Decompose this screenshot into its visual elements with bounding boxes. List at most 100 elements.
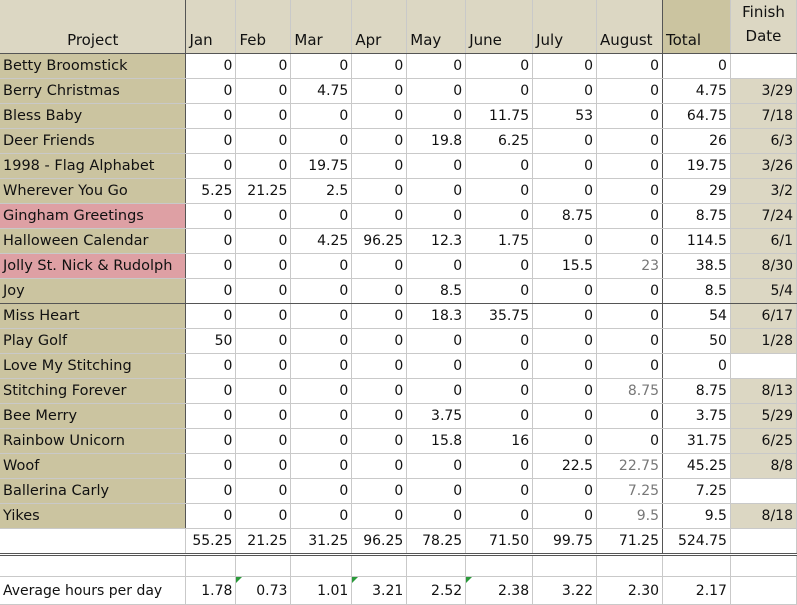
total-cell[interactable]: 0 <box>662 53 731 79</box>
total-cell[interactable]: 8.5 <box>662 278 731 304</box>
hours-cell[interactable]: 0 <box>465 53 534 79</box>
hours-cell[interactable]: 0 <box>351 278 408 304</box>
hours-cell[interactable]: 21.25 <box>235 178 292 204</box>
month-total-cell[interactable]: 55.25 <box>185 528 237 556</box>
average-cell[interactable]: 1.01 <box>290 576 353 605</box>
hours-cell[interactable]: 6.25 <box>465 128 534 154</box>
finish-date-cell[interactable]: 8/8 <box>730 453 797 479</box>
finish-date-cell[interactable]: 3/29 <box>730 78 797 104</box>
hours-cell[interactable]: 0 <box>351 403 408 429</box>
hours-cell[interactable]: 8.5 <box>406 278 467 304</box>
hours-cell[interactable]: 8.75 <box>532 203 598 229</box>
hours-cell[interactable]: 0 <box>465 378 534 404</box>
hours-cell[interactable]: 0 <box>185 403 237 429</box>
finish-date-cell[interactable]: 7/24 <box>730 203 797 229</box>
project-name[interactable]: Yikes <box>0 503 187 529</box>
hours-cell[interactable]: 0 <box>290 353 353 379</box>
hours-cell[interactable]: 8.75 <box>596 378 664 404</box>
hours-cell[interactable]: 0 <box>465 153 534 179</box>
hours-cell[interactable]: 0 <box>465 278 534 304</box>
month-total-cell[interactable]: 78.25 <box>406 528 467 556</box>
hours-cell[interactable]: 0 <box>290 328 353 354</box>
finish-date-cell[interactable]: 6/3 <box>730 128 797 154</box>
hours-cell[interactable]: 0 <box>185 278 237 304</box>
hours-cell[interactable]: 2.5 <box>290 178 353 204</box>
hours-cell[interactable]: 16 <box>465 428 534 454</box>
hours-cell[interactable]: 0 <box>235 128 292 154</box>
hours-cell[interactable]: 0 <box>406 503 467 529</box>
month-total-cell[interactable]: 96.25 <box>351 528 408 556</box>
hours-cell[interactable]: 0 <box>185 503 237 529</box>
hours-cell[interactable]: 0 <box>351 78 408 104</box>
hours-cell[interactable]: 0 <box>290 478 353 504</box>
hours-cell[interactable]: 0 <box>235 378 292 404</box>
hours-cell[interactable]: 23 <box>596 253 664 279</box>
project-name[interactable]: Rainbow Unicorn <box>0 428 187 454</box>
month-total-cell[interactable]: 99.75 <box>532 528 598 556</box>
hours-cell[interactable]: 0 <box>290 378 353 404</box>
hours-cell[interactable]: 0 <box>235 278 292 304</box>
hours-cell[interactable]: 0 <box>406 178 467 204</box>
hours-cell[interactable]: 0 <box>185 253 237 279</box>
hours-cell[interactable]: 0 <box>596 328 664 354</box>
hours-cell[interactable]: 0 <box>465 178 534 204</box>
hours-cell[interactable]: 0 <box>185 453 237 479</box>
hours-cell[interactable]: 0 <box>290 503 353 529</box>
total-cell[interactable]: 50 <box>662 328 731 354</box>
hours-cell[interactable]: 0 <box>465 353 534 379</box>
hours-cell[interactable]: 0 <box>596 103 664 129</box>
hours-cell[interactable]: 7.25 <box>596 478 664 504</box>
hours-cell[interactable]: 0 <box>235 428 292 454</box>
hours-cell[interactable]: 0 <box>351 378 408 404</box>
hours-cell[interactable]: 5.25 <box>185 178 237 204</box>
project-name[interactable]: Bless Baby <box>0 103 187 129</box>
hours-cell[interactable]: 0 <box>596 128 664 154</box>
hours-cell[interactable]: 0 <box>532 353 598 379</box>
hours-cell[interactable]: 0 <box>596 278 664 304</box>
average-cell[interactable]: 3.22 <box>532 576 598 605</box>
hours-cell[interactable]: 0 <box>351 478 408 504</box>
project-name[interactable]: Jolly St. Nick & Rudolph <box>0 253 187 279</box>
hours-cell[interactable]: 0 <box>290 53 353 79</box>
hours-cell[interactable]: 0 <box>406 478 467 504</box>
project-name[interactable]: Ballerina Carly <box>0 478 187 504</box>
hours-cell[interactable]: 0 <box>351 328 408 354</box>
finish-date-cell[interactable]: 1/28 <box>730 328 797 354</box>
hours-cell[interactable]: 0 <box>290 428 353 454</box>
hours-cell[interactable]: 0 <box>406 53 467 79</box>
finish-date-cell[interactable]: 6/1 <box>730 228 797 254</box>
hours-cell[interactable]: 0 <box>290 303 353 329</box>
hours-cell[interactable]: 0 <box>351 253 408 279</box>
hours-cell[interactable]: 0 <box>185 478 237 504</box>
hours-cell[interactable]: 0 <box>351 153 408 179</box>
hours-cell[interactable]: 0 <box>596 178 664 204</box>
project-name[interactable]: Miss Heart <box>0 303 187 329</box>
project-name[interactable]: 1998 - Flag Alphabet <box>0 153 187 179</box>
month-total-cell[interactable]: 31.25 <box>290 528 353 556</box>
average-cell[interactable]: 2.30 <box>596 576 664 605</box>
finish-date-cell[interactable]: 5/4 <box>730 278 797 304</box>
hours-cell[interactable]: 0 <box>235 53 292 79</box>
hours-cell[interactable]: 0 <box>351 428 408 454</box>
hours-cell[interactable]: 0 <box>351 503 408 529</box>
hours-cell[interactable]: 1.75 <box>465 228 534 254</box>
hours-cell[interactable]: 0 <box>596 78 664 104</box>
hours-cell[interactable]: 22.75 <box>596 453 664 479</box>
hours-cell[interactable]: 0 <box>596 53 664 79</box>
hours-cell[interactable]: 53 <box>532 103 598 129</box>
hours-cell[interactable]: 0 <box>406 453 467 479</box>
hours-cell[interactable]: 0 <box>235 303 292 329</box>
hours-cell[interactable]: 0 <box>185 203 237 229</box>
hours-cell[interactable]: 0 <box>596 428 664 454</box>
hours-cell[interactable]: 0 <box>532 403 598 429</box>
total-cell[interactable]: 31.75 <box>662 428 731 454</box>
average-cell[interactable]: 1.78 <box>185 576 237 605</box>
hours-cell[interactable]: 0 <box>185 53 237 79</box>
hours-cell[interactable]: 0 <box>351 53 408 79</box>
hours-cell[interactable]: 0 <box>290 253 353 279</box>
hours-cell[interactable]: 0 <box>351 353 408 379</box>
hours-cell[interactable]: 0 <box>235 328 292 354</box>
project-name[interactable]: Gingham Greetings <box>0 203 187 229</box>
finish-date-cell[interactable]: 8/30 <box>730 253 797 279</box>
total-cell[interactable]: 29 <box>662 178 731 204</box>
